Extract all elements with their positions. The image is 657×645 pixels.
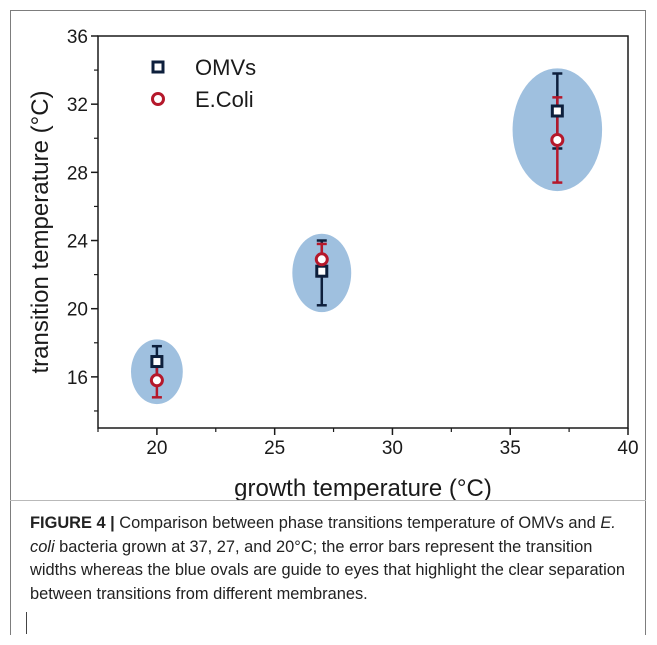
oval-layer [130,68,603,405]
ecoli-marker [149,373,164,388]
x-tick-label: 20 [146,438,167,459]
scatter-chart: 20 25 30 35 40 16 20 24 28 32 36 OMVs E.Coli growth… [27,27,639,502]
legend-label-ecoli: E.Coli [195,87,254,112]
caption-text-1: Comparison between phase transitions tem… [114,514,601,532]
x-tick-label: 40 [617,438,638,459]
caption-italic: E. coli [30,514,616,556]
y-tick-label: 20 [67,300,88,321]
caption-divider [10,500,646,501]
caption-lead: FIGURE 4 | [30,514,115,532]
ecoli-marker [550,132,565,147]
ecoli-marker [151,92,165,106]
omvs-marker [151,60,165,74]
legend-label-omvs: OMVs [195,55,256,80]
caption-text-2: bacteria grown at 37, 27, and 20°C; the … [30,537,625,603]
x-tick-label: 35 [500,438,521,459]
ecoli-marker [314,252,329,267]
plot-area [97,35,629,429]
omvs-marker [550,104,564,118]
caption-rule [26,612,27,634]
y-tick-label: 24 [67,232,89,253]
y-tick-label: 16 [67,368,88,389]
y-tick-label: 36 [67,27,88,48]
x-axis-label: growth temperature (°C) [234,475,492,502]
x-tick-label: 25 [264,438,285,459]
legend: OMVs E.Coli [151,55,256,112]
omvs-marker [315,264,329,278]
figure-caption: FIGURE 4 | Comparison between phase tran… [30,512,630,606]
y-tick-label: 28 [67,163,88,184]
figure-frame [10,10,646,635]
data-marks [149,72,565,399]
y-axis-label: transition temperature (°C) [27,90,54,373]
y-tick-label: 32 [67,95,88,116]
omvs-marker [150,355,164,369]
axis-ticks: 20 25 30 35 40 16 20 24 28 32 36 [67,27,639,459]
x-tick-label: 30 [382,438,403,459]
